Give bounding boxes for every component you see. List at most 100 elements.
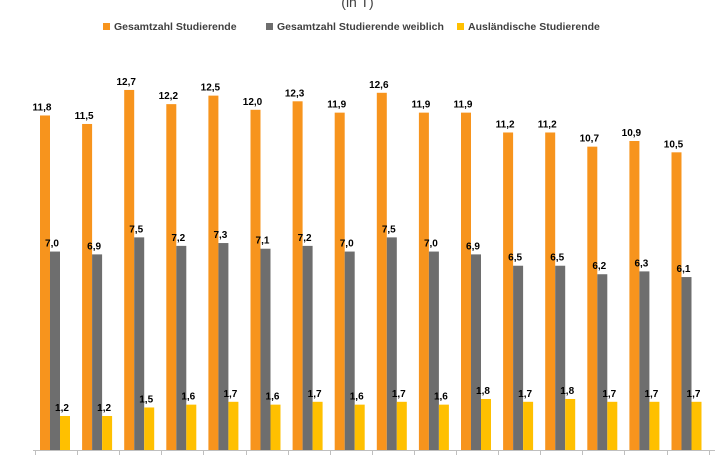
data-label: 1,7 — [602, 389, 616, 400]
data-label: 7,0 — [45, 239, 59, 250]
legend-label: Gesamtzahl Studierende — [114, 21, 237, 33]
bar — [545, 132, 556, 451]
bar — [186, 404, 197, 450]
bar — [250, 109, 261, 451]
data-label: 11,9 — [327, 100, 346, 111]
bar — [124, 89, 135, 450]
data-label: 7,5 — [382, 224, 396, 235]
data-label: 6,9 — [87, 241, 101, 252]
data-label: 11,8 — [33, 102, 52, 113]
bar — [334, 112, 345, 450]
data-label: 1,7 — [223, 389, 237, 400]
bar — [503, 132, 514, 451]
data-label: 11,2 — [538, 119, 557, 130]
data-label: 1,2 — [55, 403, 69, 414]
bar — [50, 251, 60, 450]
bar — [270, 404, 281, 450]
data-label: 7,0 — [340, 239, 354, 250]
data-label: 1,5 — [139, 394, 153, 405]
data-label: 1,7 — [518, 389, 532, 400]
data-label: 6,5 — [550, 253, 564, 264]
data-label: 6,3 — [634, 258, 648, 269]
data-label: 7,2 — [298, 233, 312, 244]
data-label: 1,8 — [476, 386, 490, 397]
bar — [461, 112, 471, 450]
legend-swatch — [266, 23, 273, 30]
data-label: 6,1 — [677, 264, 691, 275]
data-label: 7,1 — [256, 236, 270, 247]
bar — [587, 146, 598, 450]
bar — [102, 415, 113, 450]
data-label: 6,5 — [508, 253, 522, 264]
bar — [344, 251, 355, 450]
bar — [354, 404, 365, 450]
bar — [386, 237, 397, 450]
bar — [481, 398, 491, 450]
bar — [144, 407, 155, 450]
bar — [312, 401, 323, 450]
legend-item: Ausländische Studierende — [457, 21, 600, 33]
bar — [691, 401, 702, 450]
data-label: 1,7 — [687, 389, 701, 400]
bar — [260, 248, 271, 450]
data-label: 10,9 — [622, 128, 642, 139]
legend-label: Ausländische Studierende — [468, 21, 600, 33]
bar — [396, 401, 407, 450]
bar — [176, 245, 187, 450]
data-label: 11,9 — [454, 100, 473, 111]
bar — [292, 101, 303, 451]
legend-swatch — [103, 23, 110, 30]
data-label: 1,6 — [266, 392, 280, 403]
data-label: 6,2 — [592, 261, 606, 272]
legend-swatch — [457, 23, 464, 30]
bar — [681, 277, 692, 450]
bar — [228, 401, 239, 450]
bar — [60, 415, 70, 450]
data-label: 12,2 — [159, 91, 179, 102]
bar — [218, 243, 229, 450]
bar — [428, 251, 439, 450]
data-label: 10,5 — [664, 139, 684, 150]
bar — [166, 104, 177, 450]
data-label: 1,8 — [560, 386, 574, 397]
data-label: 1,7 — [644, 389, 658, 400]
bar — [523, 401, 534, 450]
bar — [649, 401, 660, 450]
bar — [555, 265, 566, 450]
data-label: 12,3 — [285, 88, 305, 99]
data-label: 12,6 — [369, 80, 389, 91]
bar — [376, 92, 387, 450]
data-label: 10,7 — [580, 134, 600, 145]
bar — [438, 404, 449, 450]
data-label: 12,0 — [243, 97, 263, 108]
data-label: 7,2 — [171, 233, 185, 244]
bar — [607, 401, 618, 450]
bar — [418, 112, 429, 450]
bar — [597, 274, 608, 450]
data-label: 12,7 — [116, 77, 136, 88]
data-label: 11,2 — [496, 119, 515, 130]
data-label: 6,9 — [466, 241, 480, 252]
chart-subtitle: (in T) — [341, 0, 374, 10]
data-label: 7,0 — [424, 239, 438, 250]
bar — [639, 271, 650, 450]
bar — [208, 95, 219, 450]
legend-item: Gesamtzahl Studierende weiblich — [266, 21, 444, 33]
bar — [513, 265, 524, 450]
data-label: 1,7 — [308, 389, 322, 400]
bar — [40, 115, 50, 450]
data-label: 1,6 — [350, 392, 364, 403]
data-label: 1,7 — [392, 389, 406, 400]
bar — [471, 254, 481, 450]
data-label: 7,5 — [129, 224, 143, 235]
data-label: 1,2 — [97, 403, 111, 414]
bar — [671, 152, 682, 450]
bar — [134, 237, 145, 450]
data-label: 12,5 — [201, 83, 221, 94]
data-label: 1,6 — [434, 392, 448, 403]
legend-label: Gesamtzahl Studierende weiblich — [277, 21, 444, 33]
bar — [629, 140, 640, 451]
bar — [92, 254, 103, 450]
